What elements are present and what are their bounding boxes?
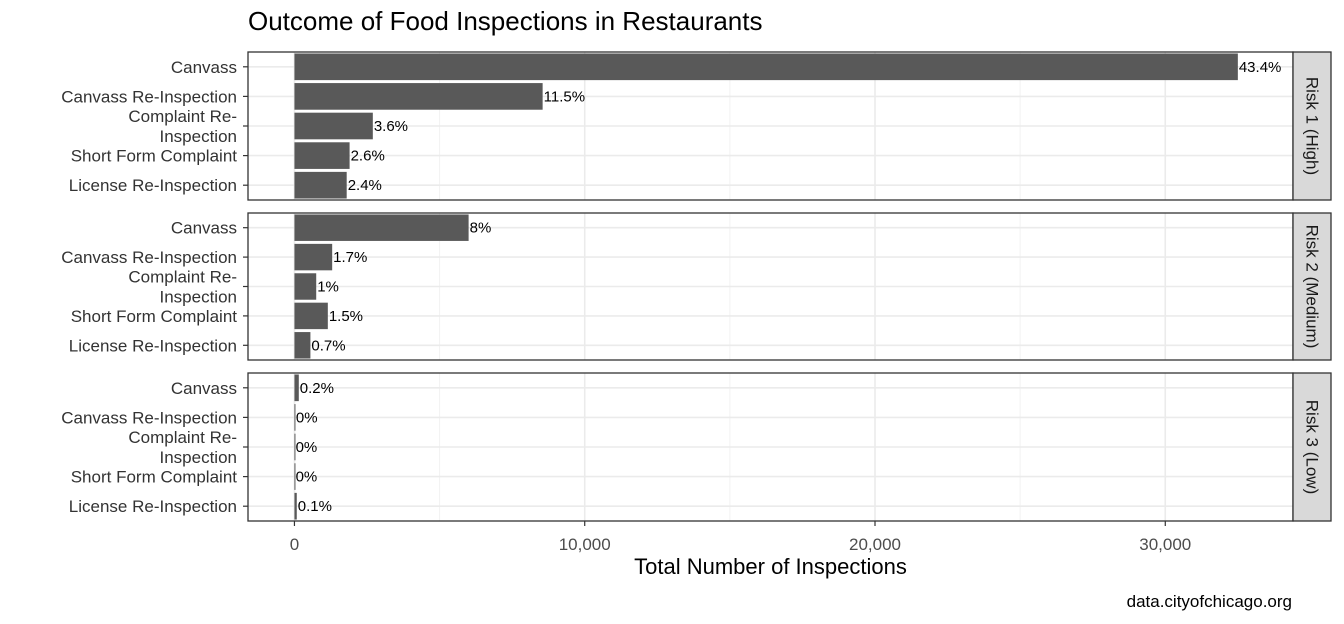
bar <box>294 463 296 490</box>
data-label: 0.1% <box>298 498 332 515</box>
data-label: 8% <box>470 220 492 237</box>
bar <box>294 142 350 169</box>
category-label: Canvass <box>171 379 237 398</box>
x-tick-label: 30,000 <box>1139 535 1191 554</box>
source-caption: data.cityofchicago.org <box>1126 592 1292 611</box>
bar <box>294 433 296 461</box>
category-label: Canvass Re-Inspection <box>61 408 237 427</box>
bar <box>294 83 543 110</box>
x-tick-label: 0 <box>290 535 299 554</box>
bar <box>294 404 296 431</box>
facet-strip <box>1292 372 1332 522</box>
facet-strip-label: Risk 3 (Low) <box>1303 400 1322 494</box>
category-label: Canvass Re-Inspection <box>61 248 237 267</box>
bar <box>294 492 297 520</box>
category-label: Short Form Complaint <box>71 468 238 487</box>
data-label: 0% <box>296 409 318 426</box>
data-label: 1.7% <box>333 249 367 266</box>
bar <box>294 302 328 330</box>
category-label: Short Form Complaint <box>71 147 238 166</box>
category-label: Short Form Complaint <box>71 307 238 326</box>
category-label: Canvass Re-Inspection <box>61 87 237 106</box>
data-label: 43.4% <box>1239 59 1282 76</box>
facet-strip <box>1292 212 1332 361</box>
facet-strip-label: Risk 2 (Medium) <box>1303 225 1322 349</box>
facet-strip <box>1292 51 1332 201</box>
bar <box>294 214 469 241</box>
bar <box>294 243 333 271</box>
category-label: License Re-Inspection <box>69 176 237 195</box>
category-label: Complaint Re-Inspection <box>128 107 237 146</box>
bar <box>294 112 373 140</box>
x-tick-label: 10,000 <box>559 535 611 554</box>
facet-panel-2: 8% 1.7% 1% 1.5% 0.7% Risk 2 (Medium) Canvass Ca… <box>61 212 1332 361</box>
data-label: 1% <box>317 279 339 296</box>
bar <box>294 171 347 199</box>
facet-panel-1: 43.4% 11.5% 3.6% 2.6% 2.4% Risk 1 (High) Canva… <box>61 51 1332 201</box>
category-label: Canvass <box>171 219 237 238</box>
x-axis-label: Total Number of Inspections <box>634 554 907 579</box>
data-label: 0% <box>296 439 318 456</box>
data-label: 11.5% <box>544 88 585 105</box>
bar <box>294 273 317 300</box>
data-label: 0% <box>296 469 318 486</box>
data-label: 2.6% <box>351 148 385 165</box>
facet-strip-label: Risk 1 (High) <box>1303 77 1322 175</box>
chart-title: Outcome of Food Inspections in Restauran… <box>248 6 763 36</box>
category-label: License Re-Inspection <box>69 497 237 516</box>
bar <box>294 332 311 359</box>
data-label: 2.4% <box>348 177 382 194</box>
category-label: Complaint Re-Inspection <box>128 428 237 467</box>
data-label: 0.7% <box>311 337 345 354</box>
bar <box>294 374 299 402</box>
category-label: Complaint Re-Inspection <box>128 268 237 307</box>
data-label: 1.5% <box>329 308 363 325</box>
facet-panel-3: 0.2% 0% 0% 0% 0.1% Risk 3 (Low) Canvass Canvass… <box>61 372 1332 522</box>
data-label: 0.2% <box>300 380 334 397</box>
category-label: License Re-Inspection <box>69 336 237 355</box>
bar <box>294 53 1238 81</box>
category-label: Canvass <box>171 58 237 77</box>
data-label: 3.6% <box>374 118 408 135</box>
x-tick-label: 20,000 <box>849 535 901 554</box>
